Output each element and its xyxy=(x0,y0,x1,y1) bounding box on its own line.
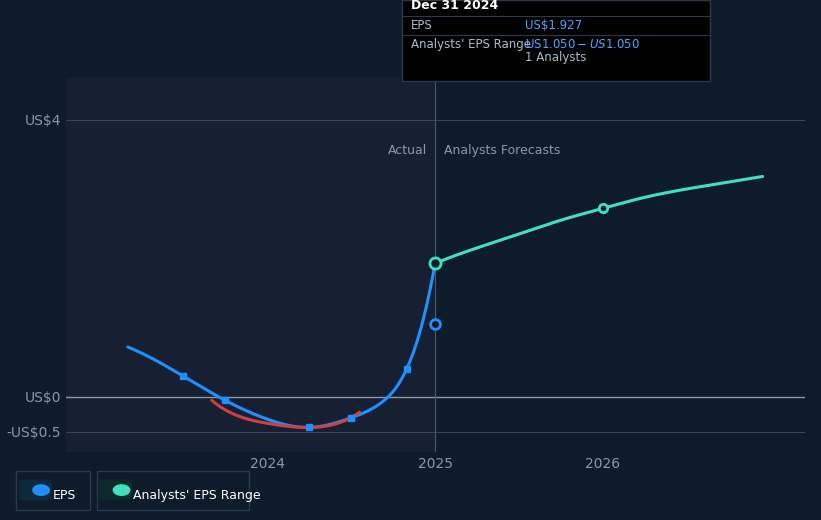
Text: Dec 31 2024: Dec 31 2024 xyxy=(410,0,498,12)
Text: US$1.927: US$1.927 xyxy=(525,19,583,32)
Text: US$1.050 - US$1.050: US$1.050 - US$1.050 xyxy=(525,38,640,51)
Text: Analysts Forecasts: Analysts Forecasts xyxy=(443,144,560,157)
Text: EPS: EPS xyxy=(410,19,432,32)
Text: Actual: Actual xyxy=(388,144,427,157)
Text: Analysts' EPS Range: Analysts' EPS Range xyxy=(133,489,260,502)
Bar xyxy=(66,78,435,452)
Text: Analysts' EPS Range: Analysts' EPS Range xyxy=(410,38,530,51)
Text: EPS: EPS xyxy=(53,489,76,502)
Text: 1 Analysts: 1 Analysts xyxy=(525,51,587,64)
